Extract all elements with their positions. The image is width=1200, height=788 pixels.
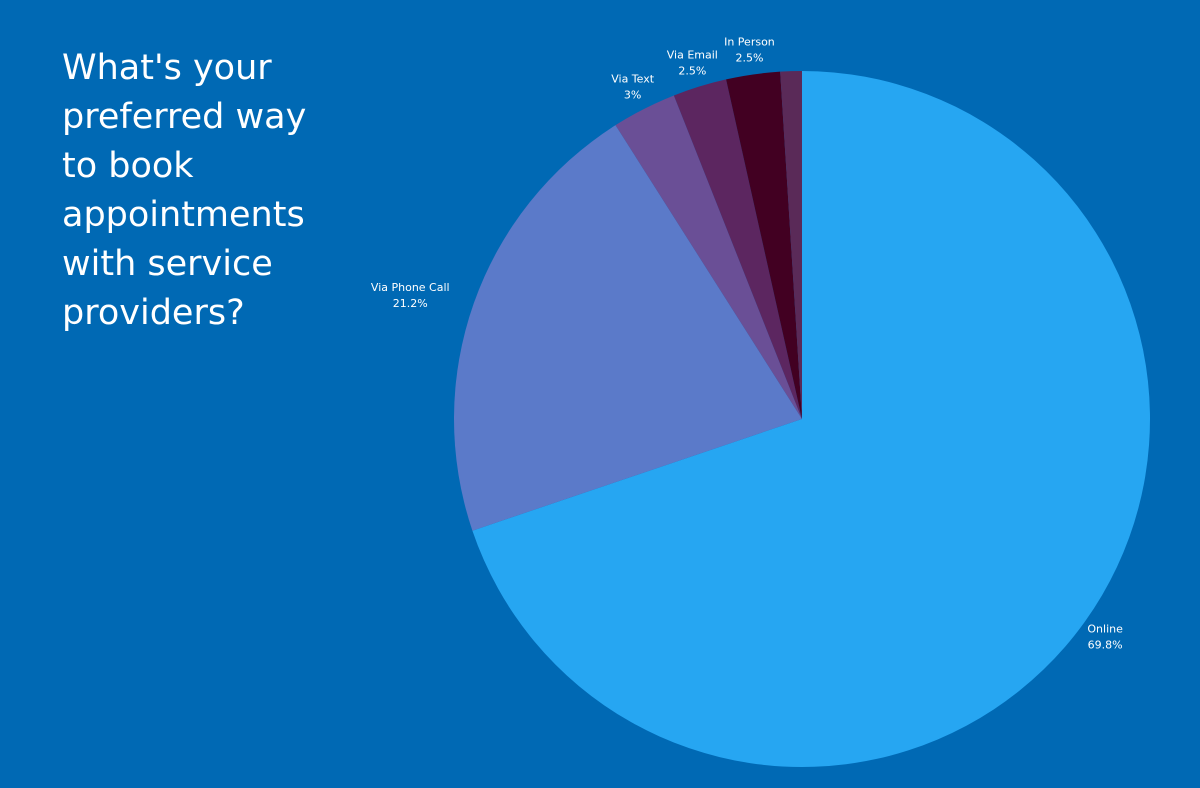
- pie-slice: [472, 71, 1150, 768]
- chart-title: What's your preferred way to book appoin…: [62, 48, 307, 333]
- slice-label: Via Phone Call: [371, 281, 450, 294]
- slice-value-label: 69.8%: [1088, 638, 1123, 651]
- slice-value-label: 2.5%: [735, 52, 763, 65]
- slice-label: Via Email: [667, 48, 718, 61]
- slice-label: In Person: [724, 36, 775, 49]
- slice-label: Online: [1087, 622, 1123, 635]
- pie-slice: [454, 125, 802, 531]
- pie-slice: [673, 79, 802, 419]
- pie-slice: [726, 71, 802, 419]
- slice-label: Via Text: [611, 73, 655, 86]
- slice-value-label: 2.5%: [678, 64, 706, 77]
- slice-value-label: 3%: [624, 89, 641, 102]
- pie-slice: [780, 71, 802, 419]
- pie-slice: [615, 95, 802, 420]
- slice-value-label: 21.2%: [393, 297, 428, 310]
